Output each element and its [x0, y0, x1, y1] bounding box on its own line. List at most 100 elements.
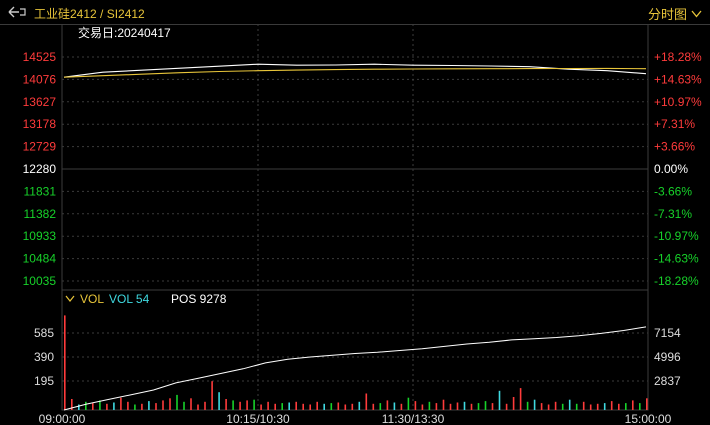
volume-bar [442, 399, 445, 410]
volume-bar [561, 403, 564, 410]
volume-bar [470, 403, 473, 410]
volume-bar [554, 401, 557, 410]
top-bar: 工业硅2412 / SI2412 分时图 [0, 0, 710, 25]
volume-bar [267, 401, 269, 410]
price-tick-left: 14525 [23, 50, 57, 64]
volume-bar [625, 403, 627, 410]
time-tick: 15:00:00 [625, 412, 672, 425]
percent-tick-right: -3.66% [654, 184, 692, 198]
axis-ticks: 14525 14076 13627 13178 12729 12280 11831 11382… [23, 50, 702, 425]
volume-bar [477, 403, 480, 410]
volume-bar [449, 403, 452, 410]
time-tick: 11:30/13:30 [382, 412, 445, 425]
volume-bar [365, 393, 368, 410]
percent-tick-right: +7.31% [654, 117, 695, 131]
volume-bar [498, 390, 501, 410]
volume-bar [533, 399, 536, 410]
percent-tick-right: 0.00% [654, 162, 688, 176]
volume-bar [169, 398, 171, 410]
price-tick-left: 13178 [23, 117, 57, 131]
volume-bar [148, 401, 150, 410]
volume-bar [484, 401, 487, 410]
volume-bar [519, 388, 522, 410]
volume-bar [540, 403, 543, 410]
volume-tick-left: 195 [34, 374, 54, 388]
volume-bar [618, 403, 620, 410]
volume-bar [526, 401, 529, 410]
volume-bar [316, 401, 318, 410]
percent-tick-right: -14.63% [654, 252, 699, 266]
volume-bar [407, 397, 410, 410]
percent-tick-right: -10.97% [654, 229, 699, 243]
volume-bar [428, 401, 431, 410]
percent-tick-right: -7.31% [654, 207, 692, 221]
volume-bar [358, 401, 361, 410]
volume-legend: VOL VOL 54 POS 9278 [65, 292, 227, 306]
time-tick: 09:00:00 [39, 412, 86, 425]
volume-bar [78, 404, 80, 410]
volume-bar [253, 399, 255, 410]
volume-bar [351, 403, 354, 410]
volume-bar [204, 401, 206, 410]
volume-bar [190, 398, 192, 410]
volume-bar [239, 401, 241, 410]
trade-date-label: 交易日:20240417 [78, 25, 171, 40]
volume-bar [603, 403, 606, 410]
volume-bar [386, 400, 389, 410]
time-tick: 10:15/10:30 [226, 412, 290, 425]
volume-bar [639, 403, 641, 410]
volume-bar [596, 403, 599, 410]
contract-title[interactable]: 工业硅2412 / SI2412 [34, 7, 145, 21]
volume-bar [344, 404, 347, 410]
volume-bar [99, 400, 101, 410]
volume-bar [632, 400, 634, 410]
chevron-down-icon [691, 10, 702, 18]
volume-bar [92, 403, 94, 410]
chart-mode-label: 分时图 [647, 7, 687, 22]
percent-tick-right: +10.97% [654, 95, 702, 109]
legend-vol: VOL [80, 292, 104, 306]
volume-bar [337, 402, 340, 410]
volume-bar [582, 401, 585, 410]
volume-tick-left: 390 [34, 350, 54, 364]
volume-bar [547, 404, 550, 410]
volume-bar [456, 402, 459, 410]
price-tick-left: 13627 [23, 95, 57, 109]
chart-frame [61, 24, 649, 411]
position-tick-right: 7154 [654, 326, 681, 340]
legend-pos-value: POS 9278 [171, 292, 227, 306]
volume-bar [288, 402, 290, 410]
volume-bar [155, 403, 157, 410]
volume-bar [393, 402, 396, 410]
volume-bar [421, 404, 424, 410]
volume-bar [372, 403, 375, 410]
volume-bar [225, 399, 227, 410]
volume-bar [120, 397, 122, 410]
price-tick-left: 14076 [23, 72, 57, 86]
volume-tick-left: 585 [34, 326, 54, 340]
back-arrow-icon[interactable] [8, 6, 26, 18]
chart-mode-selector[interactable]: 分时图 [648, 4, 702, 23]
intraday-chart[interactable]: 交易日:20240417 VOL VOL 54 POS 9278 14525 1407… [0, 24, 710, 425]
percent-tick-right: -18.28% [654, 274, 699, 288]
volume-bar [246, 400, 248, 410]
price-tick-left: 10933 [23, 229, 57, 243]
volume-bar [491, 403, 494, 410]
chart-grid [61, 24, 649, 411]
volume-bar [309, 404, 311, 410]
volume-bar [113, 402, 115, 410]
position-line [63, 326, 647, 411]
volume-bar [71, 399, 73, 410]
volume-bar [463, 401, 466, 410]
volume-bar [610, 401, 613, 410]
percent-tick-right: +18.28% [654, 50, 702, 64]
volume-bar [197, 404, 199, 410]
volume-bar [281, 403, 283, 410]
volume-bar [176, 394, 178, 410]
volume-bar [512, 397, 515, 410]
volume-bar [106, 403, 108, 410]
volume-bar [505, 403, 508, 410]
price-tick-left: 10484 [23, 252, 57, 266]
volume-bar [141, 403, 143, 410]
volume-bar [330, 403, 333, 410]
